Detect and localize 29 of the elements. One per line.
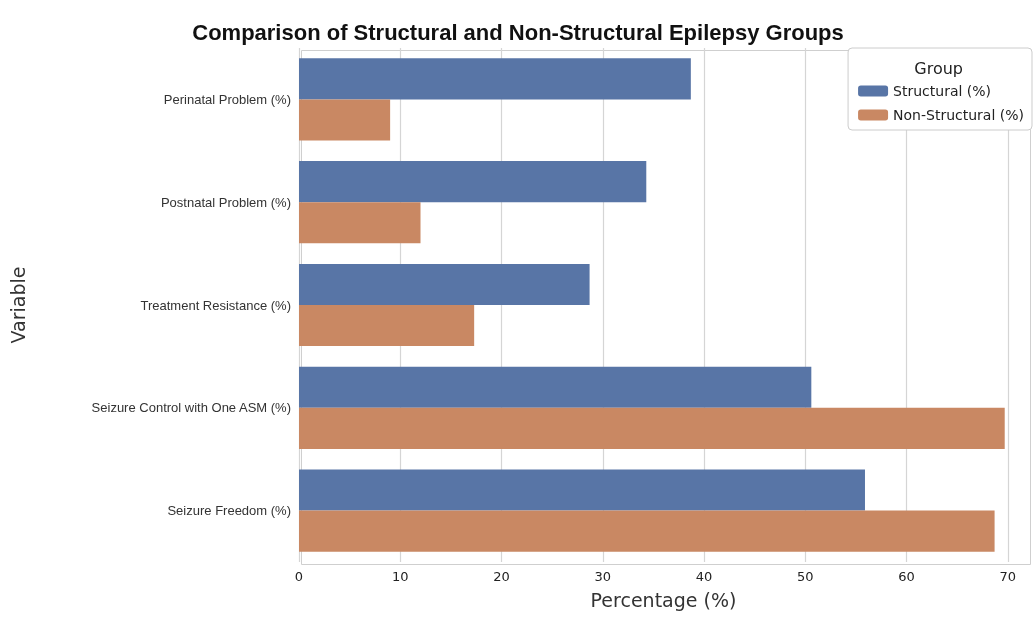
chart-title: Comparison of Structural and Non-Structural Epilepsy Groups — [192, 19, 844, 45]
bar — [299, 99, 391, 141]
bar — [299, 305, 475, 347]
x-tick-label: 10 — [391, 569, 409, 584]
legend-title: Group — [914, 58, 964, 78]
y-axis-title: Variable — [6, 266, 29, 344]
x-tick-label: 70 — [999, 569, 1017, 584]
y-tick-label: Postnatal Problem (%) — [160, 194, 291, 210]
bar — [299, 263, 590, 305]
y-tick-label: Perinatal Problem (%) — [163, 91, 291, 107]
y-tick-label: Seizure Control with One ASM (%) — [91, 400, 291, 416]
bar — [299, 161, 647, 203]
x-tick-label: 50 — [796, 569, 814, 584]
x-axis-title: Percentage (%) — [590, 588, 737, 611]
bar — [299, 202, 421, 244]
legend-label: Structural (%) — [893, 83, 992, 99]
x-tick-label: 30 — [594, 569, 612, 584]
x-tick-label: 40 — [695, 569, 713, 584]
y-tick-label: Seizure Freedom (%) — [167, 503, 291, 519]
bar — [299, 366, 812, 408]
bar — [299, 469, 865, 511]
bar — [299, 510, 995, 552]
x-tick-label: 60 — [898, 569, 915, 584]
x-tick-label: 20 — [493, 569, 510, 584]
x-tick-label: 0 — [294, 569, 304, 584]
legend-label: Non-Structural (%) — [893, 107, 1025, 123]
bar — [299, 407, 1005, 449]
y-tick-label: Treatment Resistance (%) — [140, 297, 291, 313]
bar — [299, 58, 691, 100]
